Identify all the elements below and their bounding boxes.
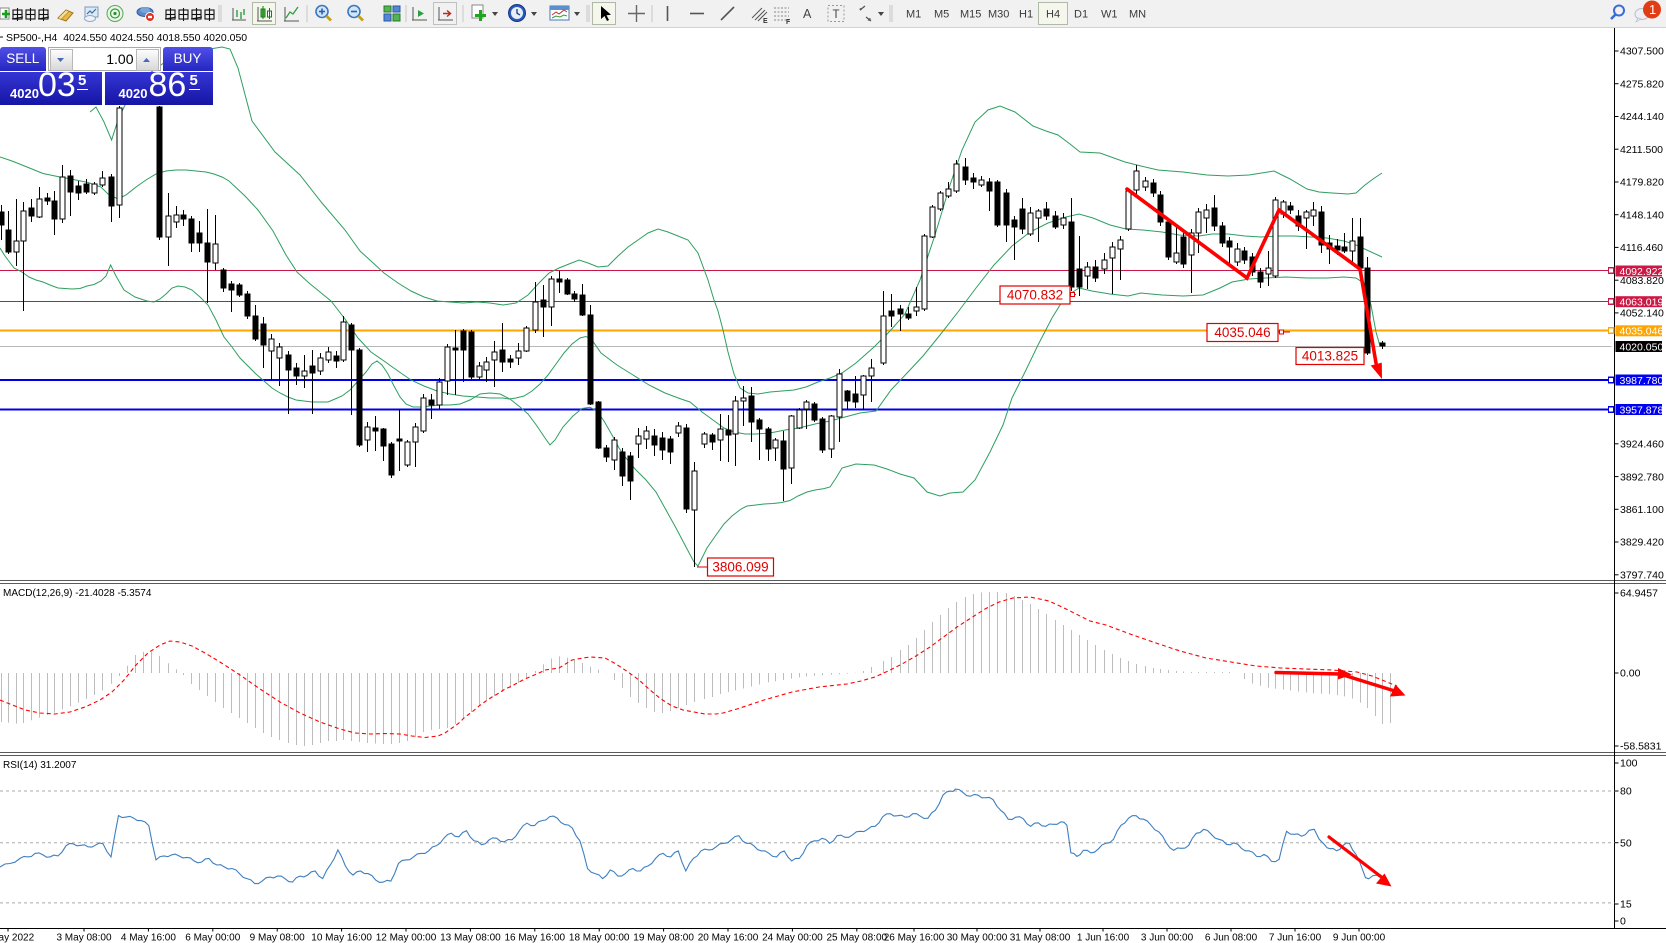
- svg-text:4275.820: 4275.820: [1620, 78, 1664, 90]
- svg-text:9 May 08:00: 9 May 08:00: [250, 933, 305, 943]
- svg-text:3 May 08:00: 3 May 08:00: [56, 933, 111, 943]
- svg-text:W1: W1: [1101, 9, 1118, 21]
- svg-text:3829.420: 3829.420: [1620, 537, 1664, 549]
- svg-text:100: 100: [1620, 758, 1638, 770]
- svg-text:4179.820: 4179.820: [1620, 177, 1664, 189]
- svg-text:M5: M5: [934, 9, 949, 21]
- svg-text:18 May 00:00: 18 May 00:00: [569, 933, 630, 943]
- svg-text:H4: H4: [1046, 9, 1060, 21]
- svg-text:MACD(12,26,9) -21.4028 -5.3574: MACD(12,26,9) -21.4028 -5.3574: [3, 588, 152, 599]
- svg-text:4035.046: 4035.046: [1214, 325, 1270, 340]
- svg-text:3797.740: 3797.740: [1620, 570, 1664, 582]
- svg-text:4244.140: 4244.140: [1620, 111, 1664, 123]
- svg-text:4070.832: 4070.832: [1007, 288, 1063, 303]
- svg-text:4211.500: 4211.500: [1620, 144, 1663, 156]
- svg-text:13 May 08:00: 13 May 08:00: [440, 933, 501, 943]
- svg-text:9 Jun 00:00: 9 Jun 00:00: [1333, 933, 1386, 943]
- svg-text:3 Jun 00:00: 3 Jun 00:00: [1141, 933, 1194, 943]
- svg-text:31 May 08:00: 31 May 08:00: [1010, 933, 1071, 943]
- svg-text:3987.780: 3987.780: [1620, 375, 1664, 387]
- svg-text:30 May 00:00: 30 May 00:00: [947, 933, 1008, 943]
- svg-text:SP500-,H4 4024.550 4024.550 4: SP500-,H4 4024.550 4024.550 4018.550 402…: [6, 32, 247, 44]
- svg-text:4116.460: 4116.460: [1620, 242, 1663, 254]
- svg-text:4 May 16:00: 4 May 16:00: [121, 933, 176, 943]
- svg-text:3957.878: 3957.878: [1620, 404, 1664, 416]
- svg-text:E: E: [763, 18, 768, 25]
- svg-text:6 May 00:00: 6 May 00:00: [185, 933, 240, 943]
- svg-text:RSI(14) 31.2007: RSI(14) 31.2007: [3, 760, 77, 771]
- svg-text:4083.820: 4083.820: [1620, 275, 1664, 287]
- svg-text:24 May 00:00: 24 May 00:00: [762, 933, 823, 943]
- svg-text:16 May 16:00: 16 May 16:00: [504, 933, 565, 943]
- svg-text:3 May 2022: 3 May 2022: [0, 933, 35, 943]
- svg-text:15: 15: [1620, 899, 1632, 911]
- svg-text:4035.046: 4035.046: [1620, 326, 1664, 338]
- svg-text:20 May 16:00: 20 May 16:00: [698, 933, 759, 943]
- svg-text:4307.500: 4307.500: [1620, 46, 1664, 58]
- svg-text:0.00: 0.00: [1620, 668, 1641, 680]
- svg-text:F: F: [786, 19, 791, 26]
- svg-text:7 Jun 16:00: 7 Jun 16:00: [1269, 933, 1322, 943]
- svg-text:6 Jun 08:00: 6 Jun 08:00: [1205, 933, 1258, 943]
- svg-text:M1: M1: [906, 9, 921, 21]
- svg-text:1 Jun 16:00: 1 Jun 16:00: [1077, 933, 1130, 943]
- svg-text:19 May 08:00: 19 May 08:00: [633, 933, 694, 943]
- svg-text:D1: D1: [1074, 9, 1088, 21]
- svg-text:3892.780: 3892.780: [1620, 471, 1664, 483]
- svg-text:-58.5831: -58.5831: [1620, 741, 1662, 753]
- svg-text:4013.825: 4013.825: [1302, 349, 1358, 364]
- svg-text:10 May 16:00: 10 May 16:00: [311, 933, 372, 943]
- svg-text:4020.050: 4020.050: [1620, 341, 1664, 353]
- svg-text:25 May 08:00: 25 May 08:00: [826, 933, 887, 943]
- svg-text:80: 80: [1620, 786, 1632, 798]
- svg-text:3924.460: 3924.460: [1620, 439, 1664, 451]
- svg-text:H1: H1: [1019, 9, 1033, 21]
- svg-text:64.9457: 64.9457: [1620, 588, 1658, 600]
- svg-text:0: 0: [1620, 916, 1626, 928]
- svg-text:M15: M15: [960, 9, 981, 21]
- svg-text:50: 50: [1620, 837, 1632, 849]
- svg-text:1: 1: [1649, 2, 1656, 17]
- svg-text:MN: MN: [1129, 9, 1146, 21]
- svg-text:3806.099: 3806.099: [712, 560, 768, 575]
- svg-text:4052.140: 4052.140: [1620, 308, 1664, 320]
- svg-text:4092.922: 4092.922: [1620, 266, 1664, 278]
- svg-text:M30: M30: [988, 9, 1009, 21]
- svg-text:26 May 16:00: 26 May 16:00: [884, 933, 945, 943]
- svg-text:4148.140: 4148.140: [1620, 209, 1664, 221]
- svg-text:3861.100: 3861.100: [1620, 504, 1664, 516]
- svg-text:4063.019: 4063.019: [1620, 297, 1664, 309]
- svg-text:12 May 00:00: 12 May 00:00: [376, 933, 437, 943]
- svg-text:T: T: [833, 9, 840, 21]
- svg-text:A: A: [803, 7, 812, 21]
